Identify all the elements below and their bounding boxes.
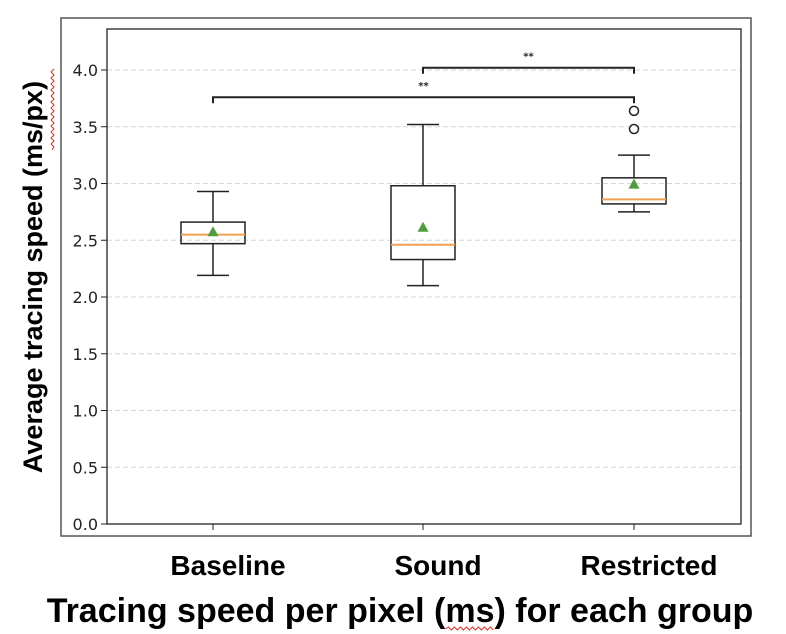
y-tick-label: 0.0 xyxy=(73,515,98,534)
significance-bracket xyxy=(212,96,635,104)
significance-label: ** xyxy=(418,81,429,92)
spellcheck-squiggle xyxy=(50,68,55,151)
figure-frame xyxy=(60,17,752,537)
outlier-point xyxy=(628,105,640,117)
spellcheck-squiggle xyxy=(445,626,494,631)
x-tick-label: Baseline xyxy=(170,550,285,581)
y-tick-label: 2.5 xyxy=(73,231,98,250)
y-tick-label: 1.0 xyxy=(73,402,98,421)
y-axis-label: Average tracing speed (ms/px) xyxy=(18,81,48,473)
spellcheck-squiggle-y xyxy=(50,68,55,151)
iqr-box xyxy=(601,177,667,205)
y-tick-label: 0.5 xyxy=(73,458,98,477)
y-axis: 0.0 0.5 1.0 1.5 2.0 2.5 3.0 3.5 4.0 xyxy=(73,61,107,534)
x-axis-label-units: ms xyxy=(445,592,494,630)
x-axis-label: Tracing speed per pixel (ms) for each gr… xyxy=(47,592,754,630)
iqr-box xyxy=(390,185,456,261)
grid-lines xyxy=(107,69,741,468)
y-tick-label: 3.5 xyxy=(73,118,98,137)
mean-marker xyxy=(207,226,219,237)
y-tick-label: 1.5 xyxy=(73,345,98,364)
x-tick-label: Restricted xyxy=(581,550,718,581)
y-tick-label: 3.0 xyxy=(73,175,98,194)
x-axis: Baseline Sound Restricted xyxy=(170,524,717,581)
y-tick-label: 2.0 xyxy=(73,288,98,307)
boxes xyxy=(180,105,667,287)
y-axis-label-prefix: Average tracing speed ( xyxy=(18,168,48,473)
box-group-baseline xyxy=(180,190,246,277)
spellcheck-squiggle-x xyxy=(445,626,494,631)
mean-marker xyxy=(417,221,429,232)
x-tick-label: Sound xyxy=(394,550,481,581)
y-axis-label-units: ms/px xyxy=(18,90,48,168)
iqr-box xyxy=(180,221,246,245)
x-axis-label-prefix: Tracing speed per pixel ( xyxy=(47,592,446,630)
y-axis-label-suffix: ) xyxy=(18,81,48,90)
box-group-restricted xyxy=(601,105,667,213)
significance-brackets: ** ** xyxy=(212,52,635,104)
plot-area-frame xyxy=(106,28,742,525)
mean-marker xyxy=(628,178,640,189)
y-tick-label: 4.0 xyxy=(73,61,98,80)
significance-bracket xyxy=(422,66,635,74)
x-axis-label-suffix: ) for each group xyxy=(495,592,754,630)
significance-label: ** xyxy=(523,52,534,63)
box-group-sound xyxy=(390,123,456,287)
outlier-point xyxy=(628,123,640,135)
